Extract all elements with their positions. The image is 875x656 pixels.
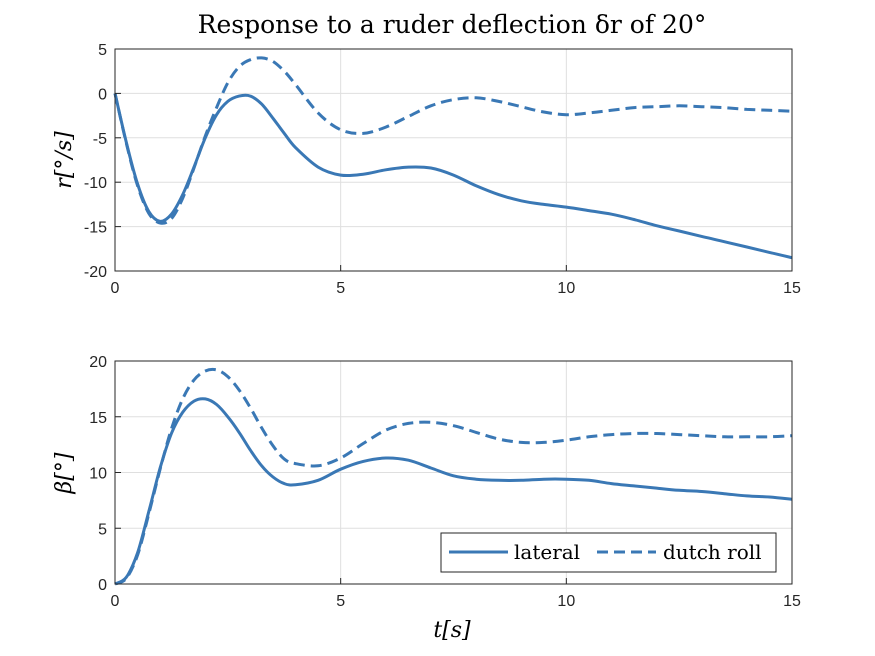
top-xtick-label-10: 10 (557, 280, 575, 297)
top-series-dutch-roll (113, 56, 793, 225)
bottom-ytick-label-15: 15 (89, 410, 107, 427)
legend-label-dutch-roll: dutch roll (663, 540, 762, 564)
figure-title: Response to a ruder deflection δr of 20° (198, 10, 707, 39)
top-ticks: 0 5 10 15 -20 -15 -10 -5 0 5 (84, 42, 801, 297)
top-xtick-label-15: 15 (783, 280, 801, 297)
legend: lateral dutch roll (440, 532, 777, 573)
bottom-ylabel: β[°] (52, 452, 77, 494)
bottom-ytick-label-20: 20 (89, 354, 107, 371)
bottom-ticks: 0 5 10 15 0 5 10 15 20 (89, 354, 801, 610)
bottom-xtick-label-10: 10 (557, 593, 575, 610)
legend-label-lateral: lateral (514, 540, 580, 564)
top-axes-frame (114, 48, 793, 272)
bottom-ytick-label-5: 5 (98, 521, 107, 538)
top-gridlines (115, 49, 792, 271)
bottom-ytick-label-10: 10 (89, 466, 107, 483)
bottom-xtick-label-5: 5 (336, 593, 345, 610)
top-ytick-label--20: -20 (84, 264, 107, 281)
bottom-xtick-label-15: 15 (783, 593, 801, 610)
bottom-curves (114, 367, 793, 586)
top-ytick-label--5: -5 (93, 131, 107, 148)
top-ytick-label-5: 5 (98, 42, 107, 59)
bottom-series-lateral (114, 397, 793, 586)
bottom-ytick-label-0: 0 (98, 577, 107, 594)
top-xtick-label-5: 5 (336, 280, 345, 297)
top-ytick-label--10: -10 (84, 175, 107, 192)
top-series-lateral (113, 93, 793, 260)
top-ytick-label--15: -15 (84, 220, 107, 237)
top-ytick-label-0: 0 (98, 86, 107, 103)
bottom-series-dutch-roll (114, 367, 793, 586)
top-ylabel: r[°/s] (52, 131, 77, 189)
bottom-xlabel: t[s] (433, 618, 471, 643)
axes-top-response-r: 0 5 10 15 -20 -15 -10 -5 0 5 r[°/s] (52, 42, 801, 297)
top-curves (113, 56, 793, 260)
top-xtick-label-0: 0 (111, 280, 120, 297)
bottom-xtick-label-0: 0 (111, 593, 120, 610)
axes-bottom-response-beta: 0 5 10 15 0 5 10 15 20 β[°] t[s] lateral dutch r… (52, 354, 801, 643)
